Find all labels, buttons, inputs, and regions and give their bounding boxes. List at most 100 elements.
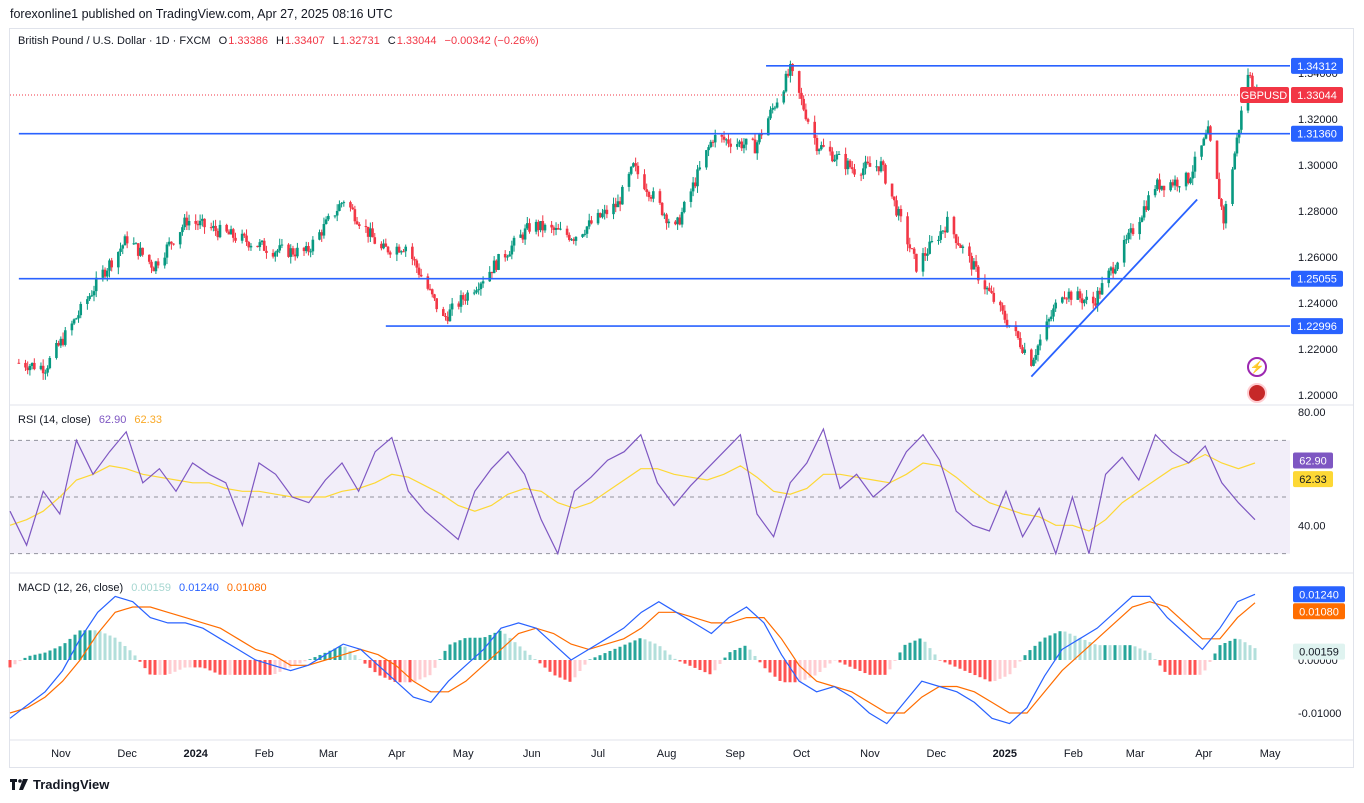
- macd-hist-bar: [138, 660, 142, 662]
- level-price-label: 1.25055: [1297, 274, 1337, 286]
- candle-body: [33, 362, 36, 370]
- macd-hist-bar: [398, 660, 402, 683]
- candle-body: [105, 270, 109, 277]
- macd-hist-bar: [603, 653, 607, 660]
- macd-hist-bar: [263, 660, 267, 675]
- macd-hist-bar: [213, 660, 217, 673]
- macd-hist-bar: [218, 660, 222, 675]
- candle-body: [937, 239, 940, 242]
- candle-body: [859, 174, 863, 176]
- macd-hist-bar: [503, 633, 507, 660]
- candle-body: [943, 230, 947, 233]
- candle-body: [103, 269, 107, 277]
- macd-hist-bar: [748, 649, 752, 660]
- candle-body: [357, 224, 361, 227]
- macd-hist-bar: [148, 660, 152, 675]
- candle-body: [1078, 291, 1082, 299]
- rsi-label: RSI (14, close): [18, 414, 91, 426]
- candle-body: [1224, 203, 1228, 224]
- published-caption: forexonline1 published on TradingView.co…: [10, 7, 393, 21]
- candle-body: [744, 138, 748, 145]
- candle-body: [304, 246, 308, 252]
- candle-body: [621, 186, 624, 205]
- candle-body: [349, 202, 352, 208]
- rsi-legend: RSI (14, close) 62.90 62.33: [18, 414, 167, 426]
- candle-body: [928, 241, 931, 254]
- candle-body: [1116, 262, 1119, 270]
- rsi-line: [9, 427, 1256, 556]
- macd-tick-label: -0.01000: [1298, 708, 1341, 720]
- candle-body: [355, 221, 359, 225]
- macd-hist-bar: [463, 638, 467, 660]
- candle-body: [293, 254, 297, 257]
- candle-body: [724, 139, 728, 141]
- candle-body: [884, 164, 887, 184]
- macd-hist-bar: [573, 660, 577, 678]
- macd-hist-value-tag-tag: [1293, 643, 1345, 660]
- level-price-tag: [1291, 125, 1343, 142]
- macd-hist-bar: [758, 660, 762, 663]
- macd-hist-bar: [948, 660, 952, 665]
- macd-hist-bar: [223, 660, 227, 675]
- candle-body: [70, 323, 74, 331]
- lightning-icon[interactable]: ⚡: [1247, 357, 1267, 377]
- candle-body: [1098, 290, 1102, 295]
- macd-hist-bar: [883, 660, 887, 675]
- candle-body: [342, 202, 346, 204]
- candle-body: [371, 228, 374, 238]
- macd-hist-bar: [238, 660, 242, 675]
- candle-body: [154, 261, 158, 272]
- candle-body: [90, 295, 94, 297]
- macd-hist-bar: [898, 652, 902, 660]
- x-tick-label: 2024: [183, 748, 208, 760]
- candle-body: [1001, 305, 1004, 311]
- candle-body: [990, 290, 993, 293]
- macd-hist-bar: [663, 650, 667, 660]
- candle-body: [775, 102, 779, 108]
- candle-body: [435, 298, 438, 310]
- candle-body: [57, 343, 60, 346]
- candle-body: [1016, 331, 1020, 338]
- macd-hist-bar: [548, 660, 552, 672]
- level-price-tag: [1291, 270, 1343, 287]
- x-tick-label: Apr: [388, 748, 405, 760]
- candle-body: [663, 214, 666, 216]
- macd-hist-bar: [778, 660, 782, 681]
- candle-body: [866, 161, 870, 164]
- macd-hist-bar: [103, 633, 107, 660]
- candle-body: [711, 141, 715, 143]
- x-tick-label: Mar: [319, 748, 338, 760]
- macd-hist-bar: [298, 660, 302, 664]
- macd-hist-bar: [943, 660, 947, 663]
- macd-hist-bar: [368, 660, 372, 668]
- candle-body: [399, 251, 403, 253]
- macd-hist-bar: [173, 660, 177, 672]
- candle-body: [388, 252, 392, 255]
- candle-body: [985, 287, 989, 290]
- candle-body: [742, 144, 746, 149]
- candle-body: [492, 260, 496, 274]
- rsi-ma-label: 62.33: [1299, 474, 1327, 486]
- candle-body: [804, 109, 808, 120]
- macd-hist-bar: [763, 660, 767, 669]
- macd-hist-bar: [768, 660, 772, 673]
- candle-body: [24, 362, 27, 368]
- candle-body: [802, 98, 805, 110]
- macd-hist-bar: [473, 637, 477, 660]
- macd-hist-bar: [933, 654, 937, 660]
- x-tick-label: Sep: [725, 748, 745, 760]
- x-tick-label: May: [1260, 748, 1281, 760]
- macd-hist-bar: [693, 660, 697, 668]
- candle-body: [59, 338, 63, 346]
- candle-body: [1169, 182, 1172, 191]
- trend-line: [1030, 198, 1198, 378]
- macd-hist-bar: [118, 641, 122, 660]
- uk-flag-icon[interactable]: [1247, 383, 1267, 403]
- rsi-ma-line: [9, 453, 1256, 532]
- macd-hist-bar: [718, 660, 722, 664]
- candle-body: [612, 203, 615, 215]
- price-tick-label: 1.26000: [1298, 252, 1338, 264]
- symbol-name: British Pound / U.S. Dollar · 1D · FXCM: [18, 35, 211, 47]
- candle-body: [751, 138, 755, 140]
